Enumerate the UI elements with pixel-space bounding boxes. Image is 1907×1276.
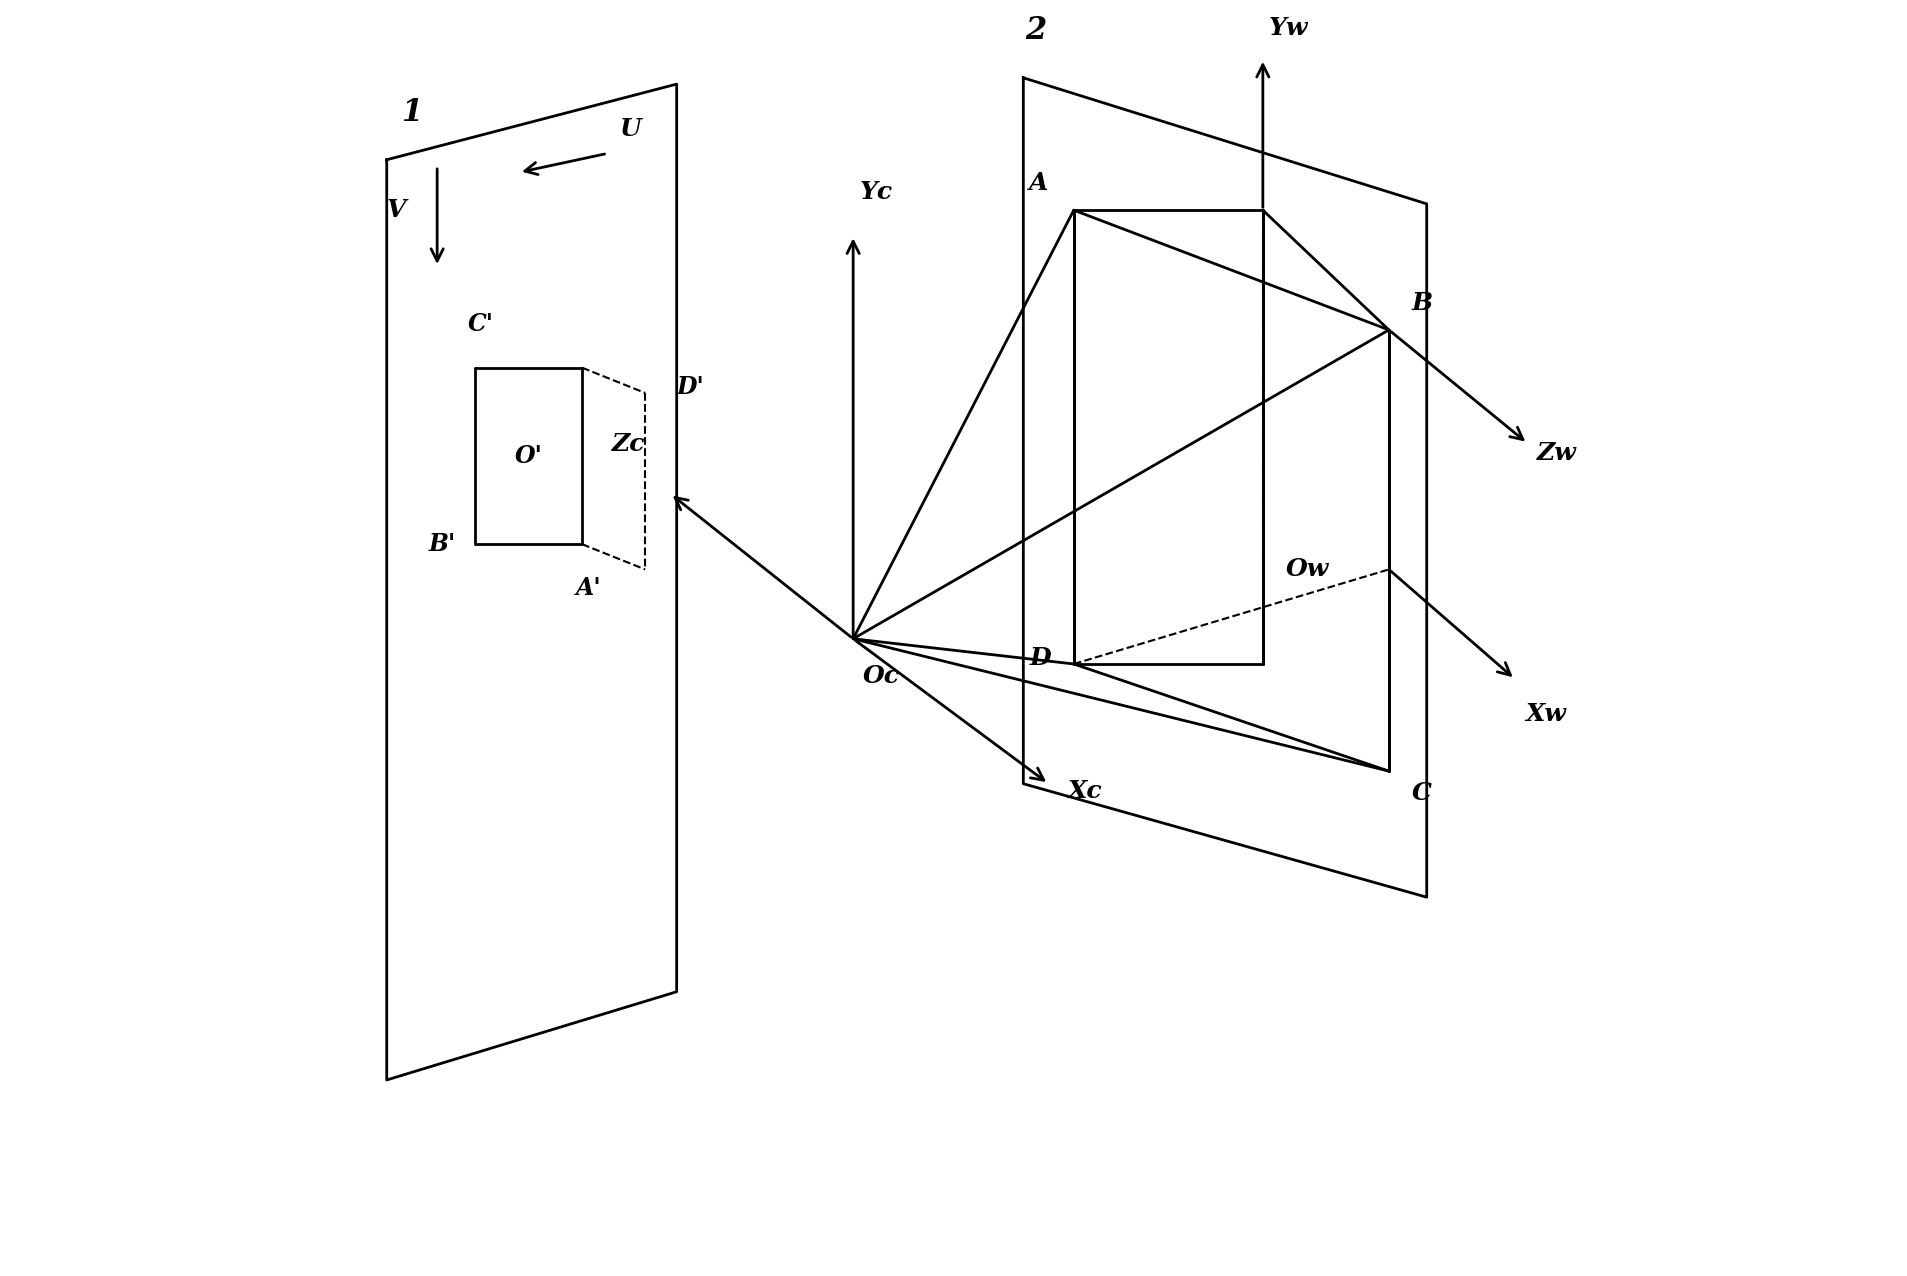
Text: 1: 1 — [400, 97, 421, 128]
Text: D: D — [1030, 646, 1051, 670]
Text: Oc: Oc — [862, 664, 900, 688]
Text: Yc: Yc — [858, 180, 892, 204]
Text: B': B' — [429, 532, 456, 556]
Text: U: U — [620, 117, 641, 140]
Text: Zc: Zc — [612, 433, 645, 456]
Text: D': D' — [677, 375, 704, 398]
Text: A': A' — [576, 575, 601, 600]
Text: A: A — [1028, 171, 1049, 195]
Text: Ow: Ow — [1285, 558, 1327, 582]
Text: O': O' — [515, 444, 542, 468]
Text: Yw: Yw — [1268, 17, 1308, 40]
Text: Xw: Xw — [1524, 702, 1566, 726]
Text: 2: 2 — [1024, 15, 1047, 46]
Text: C: C — [1411, 781, 1430, 805]
Text: V: V — [385, 198, 406, 222]
Text: Zw: Zw — [1535, 440, 1575, 464]
Text: C': C' — [467, 313, 494, 336]
Text: Xc: Xc — [1066, 778, 1102, 803]
Text: B: B — [1411, 291, 1432, 315]
